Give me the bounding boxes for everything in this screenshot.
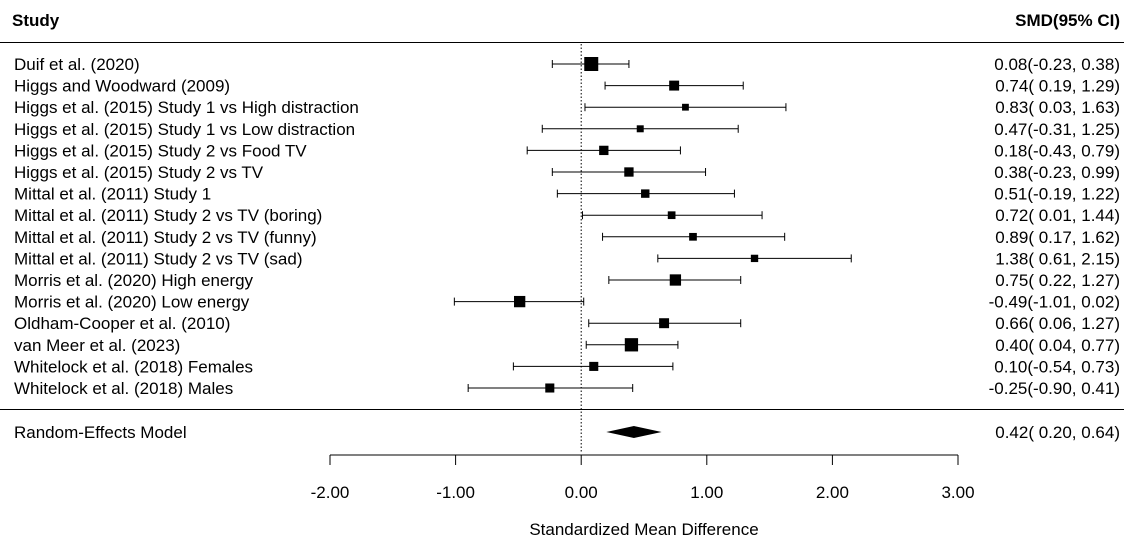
study-row: Oldham-Cooper et al. (2010) 0.66( 0.06, 1… xyxy=(14,314,1120,333)
study-row: Mittal et al. (2011) Study 2 vs TV (sad)… xyxy=(14,249,1120,268)
study-row: Morris et al. (2020) High energy 0.75( 0.… xyxy=(14,271,1120,290)
point-estimate xyxy=(599,145,609,156)
study-row: Mittal et al. (2011) Study 2 vs TV (funn… xyxy=(14,228,1120,247)
effect-ci-text: 0.83( 0.03, 1.63) xyxy=(995,98,1120,117)
study-row: Whitelock et al. (2018) Females 0.10(-0.5… xyxy=(14,357,1120,376)
effect-ci-text: 0.10(-0.54, 0.73) xyxy=(994,357,1120,376)
study-label: Mittal et al. (2011) Study 1 xyxy=(14,185,211,204)
effect-header: SMD(95% CI) xyxy=(1015,11,1120,30)
study-label: Higgs et al. (2015) Study 2 vs TV xyxy=(14,163,264,182)
effect-ci-text: 0.75( 0.22, 1.27) xyxy=(995,271,1120,290)
point-estimate xyxy=(545,383,555,393)
point-estimate xyxy=(659,318,670,329)
study-label: Higgs et al. (2015) Study 2 vs Food TV xyxy=(14,141,307,160)
point-estimate xyxy=(584,57,599,71)
x-axis: -2.00 -1.00 0.00 1.00 2.00 3.00 xyxy=(311,454,975,502)
study-label: Whitelock et al. (2018) Males xyxy=(14,379,233,398)
study-row: Higgs et al. (2015) Study 2 vs Food TV 0.… xyxy=(14,141,1120,160)
study-header: Study xyxy=(12,11,60,30)
study-row: Higgs and Woodward (2009) 0.74( 0.19, 1.2… xyxy=(14,77,1120,96)
study-label: Duif et al. (2020) xyxy=(14,55,140,74)
study-label: Higgs et al. (2015) Study 1 vs High dist… xyxy=(14,98,359,117)
point-estimate xyxy=(624,167,634,177)
x-tick-label: 1.00 xyxy=(690,483,723,502)
point-estimate xyxy=(750,254,759,263)
point-estimate xyxy=(636,125,644,133)
effect-ci-text: 0.38(-0.23, 0.99) xyxy=(994,163,1120,182)
point-estimate xyxy=(641,189,650,198)
x-axis-label: Standardized Mean Difference xyxy=(529,520,758,539)
study-label: Higgs et al. (2015) Study 1 vs Low distr… xyxy=(14,120,355,139)
x-tick-label: 2.00 xyxy=(816,483,849,502)
point-estimate xyxy=(624,338,639,352)
effect-ci-text: 1.38( 0.61, 2.15) xyxy=(995,249,1120,268)
point-estimate xyxy=(669,274,682,286)
point-estimate xyxy=(514,295,526,308)
summary-label: Random-Effects Model xyxy=(14,423,187,442)
study-label: Morris et al. (2020) High energy xyxy=(14,271,254,290)
effect-ci-text: 0.74( 0.19, 1.29) xyxy=(995,77,1120,96)
study-row: Mittal et al. (2011) Study 2 vs TV (bori… xyxy=(14,206,1120,225)
study-label: Mittal et al. (2011) Study 2 vs TV (bori… xyxy=(14,206,322,225)
effect-ci-text: -0.49(-1.01, 0.02) xyxy=(989,293,1120,312)
effect-ci-text: 0.51(-0.19, 1.22) xyxy=(994,185,1120,204)
effect-ci-text: 0.66( 0.06, 1.27) xyxy=(995,314,1120,333)
summary-diamond xyxy=(606,426,662,438)
effect-ci-text: 0.40( 0.04, 0.77) xyxy=(995,336,1120,355)
study-label: Whitelock et al. (2018) Females xyxy=(14,357,253,376)
point-estimate xyxy=(689,232,697,241)
effect-ci-text: 0.89( 0.17, 1.62) xyxy=(995,228,1120,247)
effect-ci-text: 0.08(-0.23, 0.38) xyxy=(994,55,1120,74)
summary-ci-text: 0.42( 0.20, 0.64) xyxy=(995,423,1120,442)
study-row: van Meer et al. (2023) 0.40( 0.04, 0.77) xyxy=(14,336,1120,355)
study-label: Morris et al. (2020) Low energy xyxy=(14,293,250,312)
study-label: Oldham-Cooper et al. (2010) xyxy=(14,314,230,333)
point-estimate xyxy=(682,103,689,111)
effect-ci-text: 0.72( 0.01, 1.44) xyxy=(995,206,1120,225)
effect-ci-text: -0.25(-0.90, 0.41) xyxy=(989,379,1120,398)
study-label: Higgs and Woodward (2009) xyxy=(14,77,230,96)
effect-ci-text: 0.18(-0.43, 0.79) xyxy=(994,141,1120,160)
point-estimate xyxy=(667,211,676,220)
study-label: van Meer et al. (2023) xyxy=(14,336,180,355)
study-rows: Duif et al. (2020) 0.08(-0.23, 0.38) Higgs… xyxy=(14,55,1120,398)
study-row: Morris et al. (2020) Low energy -0.49(-1.… xyxy=(14,293,1120,312)
study-row: Mittal et al. (2011) Study 1 0.51(-0.19, … xyxy=(14,185,1120,204)
study-row: Higgs et al. (2015) Study 2 vs TV 0.38(-0… xyxy=(14,163,1120,182)
summary-row: Random-Effects Model 0.42( 0.20, 0.64) xyxy=(14,423,1120,442)
study-row: Duif et al. (2020) 0.08(-0.23, 0.38) xyxy=(14,55,1120,74)
effect-ci-text: 0.47(-0.31, 1.25) xyxy=(994,120,1120,139)
x-tick-label: -2.00 xyxy=(311,483,350,502)
x-tick-label: 3.00 xyxy=(941,483,974,502)
study-row: Higgs et al. (2015) Study 1 vs Low distr… xyxy=(14,120,1120,139)
study-row: Higgs et al. (2015) Study 1 vs High dist… xyxy=(14,98,1120,117)
x-tick-label: 0.00 xyxy=(565,483,598,502)
x-tick-label: -1.00 xyxy=(436,483,475,502)
study-row: Whitelock et al. (2018) Males -0.25(-0.90… xyxy=(14,379,1120,398)
study-label: Mittal et al. (2011) Study 2 vs TV (funn… xyxy=(14,228,317,247)
study-label: Mittal et al. (2011) Study 2 vs TV (sad) xyxy=(14,249,303,268)
point-estimate xyxy=(589,361,599,371)
point-estimate xyxy=(669,80,680,91)
